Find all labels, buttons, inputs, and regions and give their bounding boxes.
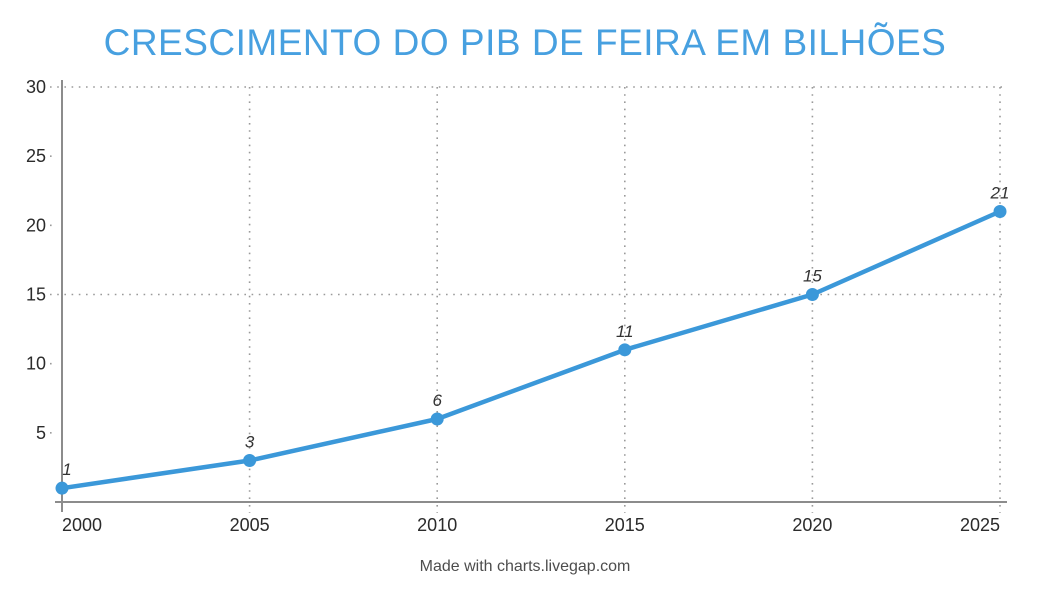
x-tick-label: 2020: [792, 515, 832, 535]
y-tick-label: 30: [26, 77, 46, 97]
data-point: [993, 205, 1007, 218]
data-point: [805, 288, 819, 301]
y-tick-label: 15: [26, 285, 46, 305]
x-tick-label: 2010: [417, 515, 457, 535]
data-point-label: 15: [803, 267, 822, 286]
data-point-label: 3: [245, 433, 255, 452]
y-tick-label: 10: [26, 354, 46, 374]
chart-title: CRESCIMENTO DO PIB DE FEIRA EM BILHÕES: [103, 22, 947, 63]
series-line: [59, 209, 1003, 491]
data-point: [430, 412, 444, 426]
data-point-label: 11: [616, 322, 634, 341]
x-tick-label: 2025: [960, 515, 1000, 535]
data-point: [243, 454, 257, 467]
data-point: [55, 481, 69, 495]
chart-footer-credit: Made with charts.livegap.com: [419, 558, 631, 575]
data-point-label: 21: [990, 184, 1010, 203]
y-tick-label: 20: [26, 215, 46, 235]
data-point-label: 6: [432, 391, 442, 410]
data-point: [618, 343, 632, 357]
y-tick-label: 25: [26, 146, 46, 166]
x-tick-label: 2000: [62, 515, 102, 535]
y-tick-label: 5: [36, 423, 46, 443]
x-tick-label: 2005: [230, 515, 270, 535]
x-tick-label: 2015: [605, 515, 645, 535]
data-point-label: 1: [62, 460, 71, 479]
